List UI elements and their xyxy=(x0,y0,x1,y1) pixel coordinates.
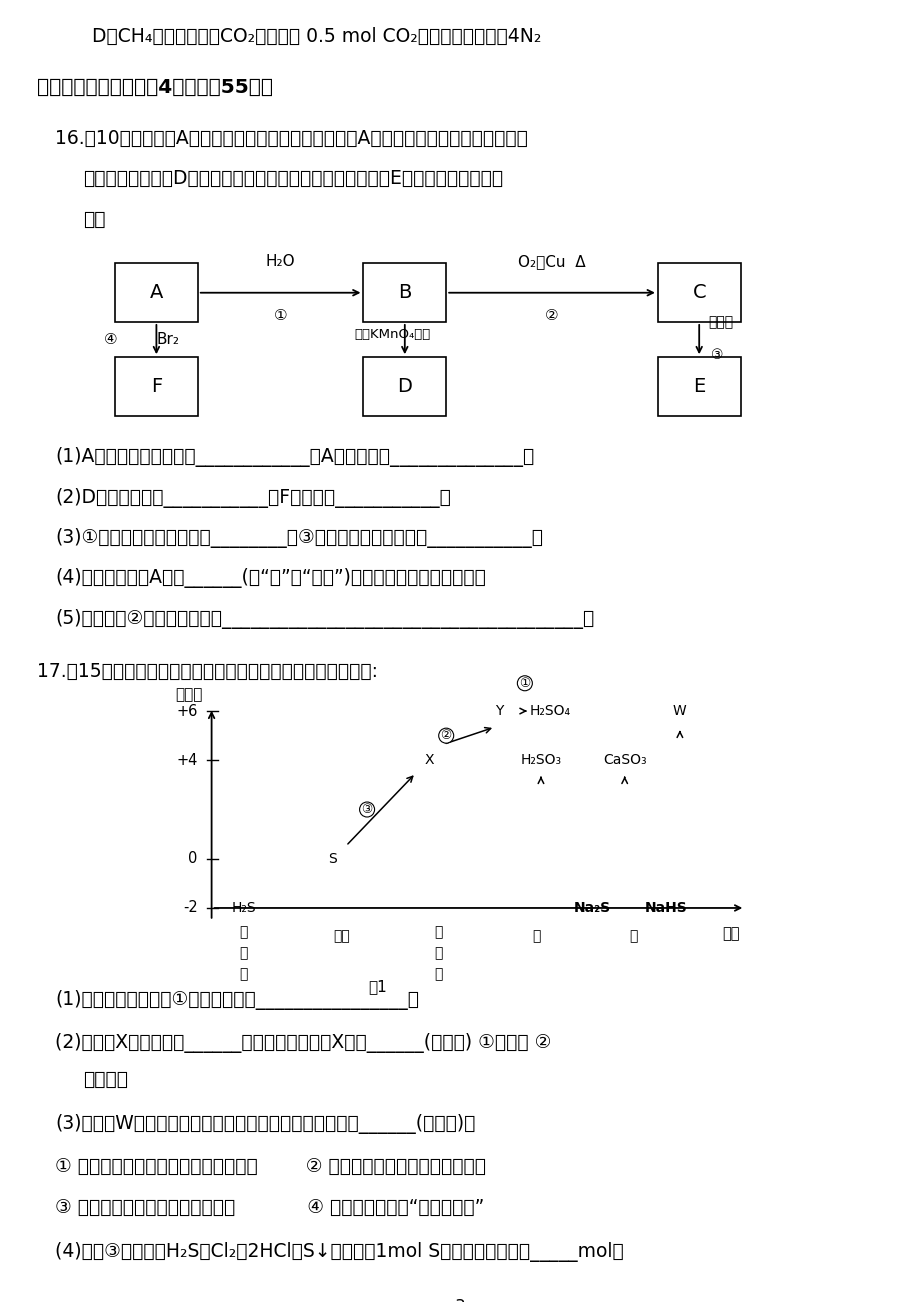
Text: 油化工发展水平，D是日常生活中常用的调味品的主要成分，E是具有果香味的有机: 油化工发展水平，D是日常生活中常用的调味品的主要成分，E是具有果香味的有机 xyxy=(83,169,503,189)
Text: H₂S: H₂S xyxy=(232,901,255,915)
Text: (2)图中，X的化学式为______，从化合价上看，X具有______(填数字) ①氧化性 ②: (2)图中，X的化学式为______，从化合价上看，X具有______(填数字)… xyxy=(55,1032,551,1052)
Text: X: X xyxy=(425,754,434,767)
Text: H₂SO₄: H₂SO₄ xyxy=(529,704,570,717)
Text: 氢: 氢 xyxy=(239,924,248,939)
Text: CaSO₃: CaSO₃ xyxy=(602,754,646,767)
Text: 化合价: 化合价 xyxy=(175,687,202,703)
Text: 物: 物 xyxy=(434,967,443,982)
Text: B: B xyxy=(398,284,411,302)
Text: O₂和Cu  Δ: O₂和Cu Δ xyxy=(517,254,585,270)
Text: 化: 化 xyxy=(434,947,443,961)
Text: W: W xyxy=(673,704,686,717)
Text: Br₂: Br₂ xyxy=(156,332,179,348)
Text: NaHS: NaHS xyxy=(644,901,686,915)
Text: 物。: 物。 xyxy=(83,210,105,229)
Text: 浓硫酸: 浓硫酸 xyxy=(708,315,732,329)
Text: 酸性KMnO₄溶液: 酸性KMnO₄溶液 xyxy=(354,328,430,341)
Text: 酸: 酸 xyxy=(531,930,540,943)
Text: Na₂S: Na₂S xyxy=(573,901,610,915)
Text: (1)A分子中官能团名称是____________；A的电子式为______________。: (1)A分子中官能团名称是____________；A的电子式为________… xyxy=(55,447,534,467)
Text: 16.（10分）已知：A是来自石油的重要有机化工原料，A的产量可以用来衡量一个国家石: 16.（10分）已知：A是来自石油的重要有机化工原料，A的产量可以用来衡量一个国… xyxy=(55,129,528,148)
Text: -2: -2 xyxy=(183,901,198,915)
FancyBboxPatch shape xyxy=(363,357,446,415)
Text: Y: Y xyxy=(494,704,504,717)
Text: 化: 化 xyxy=(239,947,248,961)
Text: 二、非选择题，本题共4小题，冑55分。: 二、非选择题，本题共4小题，冑55分。 xyxy=(37,78,273,96)
Text: (4)当甲烷中混有A时，______(填“能”或“不能”)用酸性高锄酸钆溶液除去。: (4)当甲烷中混有A时，______(填“能”或“不能”)用酸性高锄酸钆溶液除去… xyxy=(55,569,485,589)
Text: 盐: 盐 xyxy=(629,930,638,943)
Text: 类别: 类别 xyxy=(721,926,740,941)
Text: ①: ① xyxy=(274,307,287,323)
Text: S: S xyxy=(327,852,336,866)
Text: (3)图中，W在医疗上可用作石膏绹带，关于它的用途还有______(填数字)。: (3)图中，W在医疗上可用作石膏绹带，关于它的用途还有______(填数字)。 xyxy=(55,1115,475,1134)
Text: +6: +6 xyxy=(176,703,198,719)
Text: ④: ④ xyxy=(104,332,117,348)
Text: D．CH₄完全燃烧生成CO₂，若生成 0.5 mol CO₂，转移的电子数为4N₂: D．CH₄完全燃烧生成CO₂，若生成 0.5 mol CO₂，转移的电子数为4N… xyxy=(92,26,540,46)
Text: ① 在工业上，可来调节水泥的硬化速率        ② 在食品中，可用来作营养强化剂: ① 在工业上，可来调节水泥的硬化速率 ② 在食品中，可用来作营养强化剂 xyxy=(55,1157,485,1176)
Text: ③ 在美术上，可用来制作各种模型            ④ 在日常生活中，“卦水点豆腐”: ③ 在美术上，可用来制作各种模型 ④ 在日常生活中，“卦水点豆腐” xyxy=(55,1198,484,1216)
Text: ②: ② xyxy=(440,729,451,742)
Text: (2)D的结构简式是___________；F的名称是___________。: (2)D的结构简式是___________；F的名称是___________。 xyxy=(55,487,450,508)
Text: ③: ③ xyxy=(361,803,372,816)
Text: ③: ③ xyxy=(710,348,723,362)
Text: - 3 -: - 3 - xyxy=(443,1298,476,1302)
Text: 物: 物 xyxy=(239,967,248,982)
Text: ②: ② xyxy=(545,307,558,323)
Text: +4: +4 xyxy=(176,753,198,768)
Text: (3)①的有机化学反应类型为________；③的有机化学反应类型为___________。: (3)①的有机化学反应类型为________；③的有机化学反应类型为______… xyxy=(55,529,542,548)
FancyBboxPatch shape xyxy=(363,263,446,322)
Text: F: F xyxy=(151,376,162,396)
FancyBboxPatch shape xyxy=(657,357,740,415)
Text: H₂O: H₂O xyxy=(266,254,295,270)
Text: (4)反应③可表示为H₂S＋Cl₂＝2HCl＋S↓，当生成1mol S时，转移的电子为_____mol。: (4)反应③可表示为H₂S＋Cl₂＝2HCl＋S↓，当生成1mol S时，转移的… xyxy=(55,1242,623,1262)
Text: 0: 0 xyxy=(188,852,198,866)
Text: E: E xyxy=(692,376,705,396)
Text: (1)图中，请写出反应①的离子方程式________________。: (1)图中，请写出反应①的离子方程式________________。 xyxy=(55,990,419,1010)
Text: 单质: 单质 xyxy=(333,930,349,943)
Text: 图1: 图1 xyxy=(368,979,386,995)
Text: A: A xyxy=(150,284,163,302)
Text: (5)写出反应②的化学方程式：______________________________________。: (5)写出反应②的化学方程式：_________________________… xyxy=(55,609,594,629)
Text: 氧: 氧 xyxy=(434,924,443,939)
FancyBboxPatch shape xyxy=(657,263,740,322)
FancyBboxPatch shape xyxy=(115,357,198,415)
FancyBboxPatch shape xyxy=(115,263,198,322)
Text: H₂SO₃: H₂SO₃ xyxy=(520,754,561,767)
Text: ①: ① xyxy=(518,677,530,690)
Text: 还原性。: 还原性。 xyxy=(83,1070,128,1088)
Text: C: C xyxy=(692,284,705,302)
Text: D: D xyxy=(397,376,412,396)
Text: 17.（15分）依据图中硫元素及其化合物的转化关系，回答问题:: 17.（15分）依据图中硫元素及其化合物的转化关系，回答问题: xyxy=(37,663,378,681)
